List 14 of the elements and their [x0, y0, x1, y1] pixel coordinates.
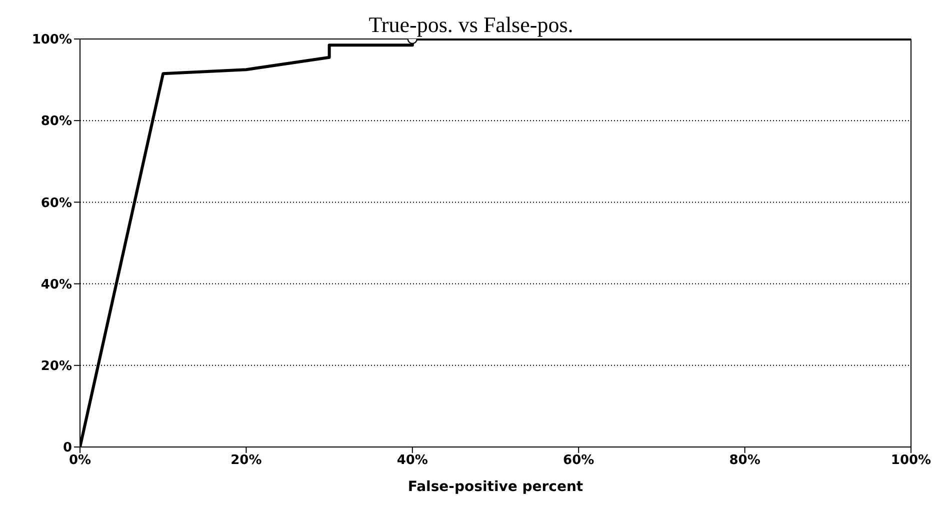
y-tick-label: 20% — [40, 359, 72, 374]
chart-title: True-pos. vs False-pos. — [368, 12, 574, 37]
x-axis-title: False-positive percent — [408, 479, 584, 495]
y-tick-label: 80% — [40, 114, 72, 130]
x-tick-label: 40% — [396, 453, 428, 468]
x-tick-label: 80% — [729, 453, 760, 468]
y-tick-label: 100% — [32, 32, 72, 48]
y-tick-label: 40% — [40, 277, 72, 292]
x-tick-label: 60% — [563, 453, 594, 468]
x-tick-label: 100% — [890, 453, 932, 468]
x-tick-label: 20% — [230, 453, 262, 468]
y-tick-label: 0 — [62, 440, 72, 456]
x-tick-label: 0% — [68, 453, 92, 468]
y-tick-label: 60% — [40, 196, 72, 211]
